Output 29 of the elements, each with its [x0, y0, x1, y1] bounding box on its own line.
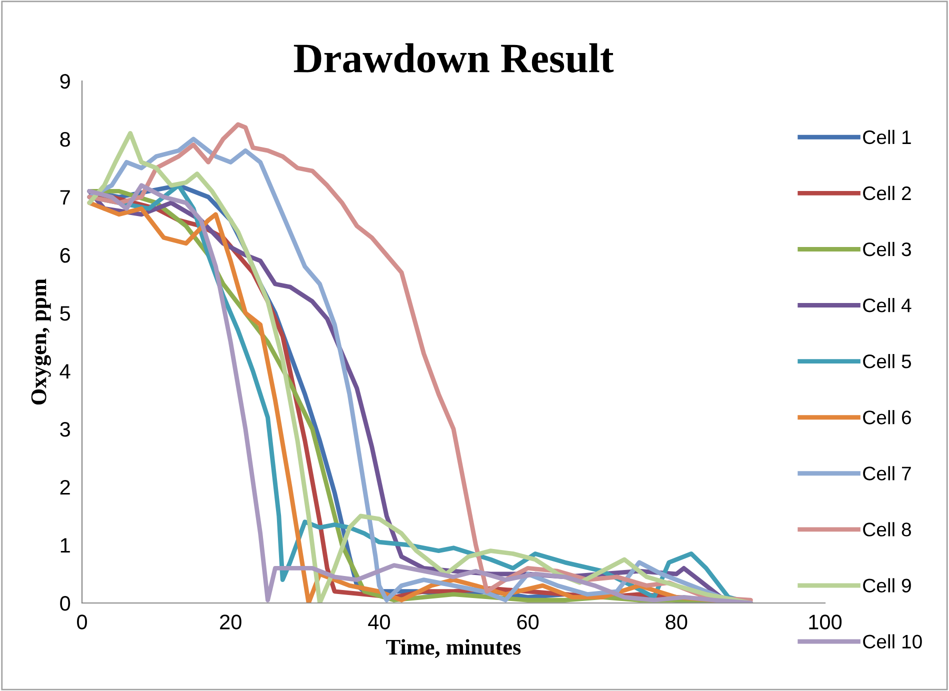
y-tick-label: 5	[60, 306, 70, 321]
chart-title: Drawdown Result	[294, 43, 614, 73]
y-tick-label: 9	[60, 74, 70, 89]
y-tick-label: 6	[60, 248, 70, 263]
y-axis-title: Oxygen, ppm	[31, 278, 51, 404]
x-axis-title: Time, minutes	[386, 639, 521, 658]
y-tick-label: 3	[60, 422, 70, 437]
legend-label: Cell 9	[863, 578, 911, 592]
x-tick-label: 80	[666, 614, 688, 630]
x-tick-label: 0	[77, 614, 87, 630]
y-tick-label: 7	[60, 190, 70, 205]
y-tick-label: 2	[60, 480, 70, 495]
y-tick-label: 1	[60, 538, 70, 553]
legend-label: Cell 3	[863, 242, 911, 256]
x-tick-label: 40	[368, 614, 390, 630]
y-tick-label: 0	[60, 596, 70, 611]
legend-label: Cell 1	[863, 130, 911, 144]
legend-label: Cell 5	[863, 354, 912, 368]
x-tick-label: 20	[220, 614, 242, 630]
legend-label: Cell 10	[863, 634, 922, 649]
y-tick-label: 4	[60, 364, 70, 379]
legend-label: Cell 4	[863, 298, 912, 312]
legend-label: Cell 7	[863, 466, 911, 480]
x-tick-label: 60	[517, 614, 539, 630]
x-tick-label: 100	[809, 614, 842, 630]
legend-label: Cell 2	[863, 186, 911, 200]
legend-label: Cell 8	[863, 522, 911, 536]
legend-label: Cell 6	[863, 410, 911, 424]
y-tick-label: 8	[60, 132, 70, 147]
